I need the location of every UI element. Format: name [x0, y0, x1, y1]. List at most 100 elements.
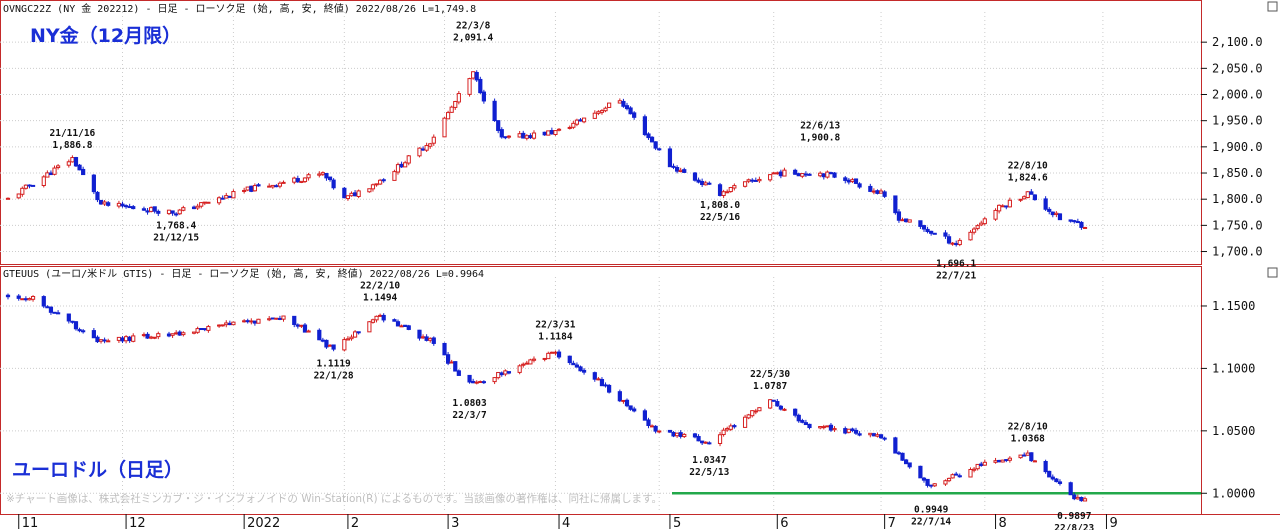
- candle-body: [882, 437, 887, 440]
- candle-body: [599, 110, 605, 113]
- annotation-label: 1.1494: [363, 293, 398, 304]
- candle-body: [750, 410, 755, 417]
- candle-body: [324, 173, 329, 179]
- candle-body: [1025, 452, 1030, 456]
- candle-body: [667, 148, 673, 168]
- candle-body: [732, 185, 737, 189]
- candle-body: [149, 336, 154, 339]
- copyright-notice: ※チャート画像は、株式会社ミンカブ・ジ・インフォノイドの Win-Station…: [6, 492, 662, 505]
- annotation-label: 1,886.8: [52, 140, 92, 151]
- candle-body: [793, 169, 798, 175]
- bottom-scroll-handle[interactable]: [1267, 267, 1278, 278]
- candle-body: [1075, 496, 1080, 500]
- x-tick-label: 8: [999, 516, 1007, 530]
- candle-body: [1025, 191, 1030, 199]
- candle-body: [406, 325, 411, 330]
- candle-body: [478, 78, 483, 94]
- candle-body: [471, 71, 476, 79]
- top-scroll-handle[interactable]: [1267, 1, 1278, 12]
- candle-body: [120, 203, 125, 207]
- x-tick-label: 9: [1109, 516, 1117, 530]
- candle-body: [345, 338, 351, 341]
- candle-body: [846, 428, 851, 433]
- candle-body: [41, 176, 46, 187]
- candle-body: [227, 195, 232, 198]
- candle-body: [782, 408, 787, 411]
- candle-body: [746, 414, 751, 419]
- candle-body: [778, 405, 783, 410]
- candle-body: [417, 147, 422, 157]
- x-axis-labels: 11 12 2022 2 3 4 5 6 7 8 9: [18, 514, 1118, 530]
- candle-body: [853, 429, 859, 434]
- candle-body: [979, 222, 984, 226]
- candle-body: [921, 477, 927, 481]
- y-tick-label: 2,050.0: [1212, 61, 1263, 75]
- candle-body: [1047, 208, 1052, 212]
- candle-body: [141, 334, 147, 337]
- candle-body: [717, 434, 723, 445]
- candle-body: [367, 321, 372, 333]
- candle-body: [946, 236, 952, 244]
- candle-body: [320, 339, 325, 342]
- candle-body: [607, 384, 612, 393]
- candle-body: [174, 213, 179, 216]
- y-tick-label: 1,700.0: [1212, 245, 1263, 259]
- candle-body: [574, 119, 580, 125]
- candle-body: [1004, 459, 1009, 462]
- candle-body: [499, 129, 504, 138]
- candle-body: [725, 191, 730, 194]
- candle-body: [48, 172, 54, 176]
- candle-body: [893, 195, 898, 214]
- annotation-label: 2,091.4: [453, 33, 493, 44]
- candle-body: [295, 178, 300, 183]
- candle-body: [249, 185, 254, 192]
- candle-body: [771, 172, 776, 175]
- candle-body: [503, 136, 508, 139]
- candle-body: [728, 187, 733, 193]
- candle-body: [696, 436, 701, 442]
- candle-body: [1075, 221, 1080, 224]
- candle-body: [946, 477, 952, 482]
- annotation-label: 22/8/10: [1008, 421, 1048, 432]
- candle-body: [1047, 470, 1052, 478]
- y-tick-label: 1,950.0: [1212, 114, 1263, 128]
- candle-body: [903, 459, 909, 465]
- annotation-label: 1.0803: [452, 398, 487, 409]
- candle-body: [903, 218, 909, 223]
- candle-body: [174, 332, 179, 335]
- candle-body: [141, 208, 147, 211]
- candle-body: [646, 419, 651, 426]
- candle-body: [295, 324, 300, 327]
- candle-body: [424, 336, 429, 341]
- gold-y-ticks: 1,700.0 1,750.0 1,800.0 1,850.0 1,900.0 1,950…: [1201, 35, 1263, 259]
- candle-body: [349, 192, 354, 197]
- candle-body: [975, 225, 980, 229]
- candle-body: [20, 187, 25, 195]
- candle-body: [796, 414, 801, 422]
- annotation-label: 21/11/16: [50, 128, 96, 139]
- candle-body: [206, 326, 211, 331]
- candle-body: [982, 461, 987, 466]
- candle-body: [256, 318, 261, 324]
- candle-body: [27, 184, 32, 187]
- candle-body: [875, 434, 880, 437]
- candle-body: [846, 179, 851, 183]
- candle-body: [496, 120, 501, 131]
- candle-body: [667, 429, 673, 433]
- candle-body: [91, 330, 96, 339]
- candle-body: [825, 425, 830, 428]
- candle-body: [850, 428, 855, 432]
- annotation-label: 22/5/30: [750, 369, 790, 380]
- x-tick-label: 6: [780, 516, 788, 530]
- candle-body: [692, 433, 698, 438]
- candle-body: [954, 473, 959, 476]
- candle-body: [456, 93, 461, 103]
- y-tick-label: 1.1000: [1212, 361, 1255, 375]
- candle-body: [900, 452, 905, 461]
- annotation-label: 1,696.1: [936, 259, 976, 270]
- candle-body: [1079, 496, 1084, 502]
- x-tick-label: 5: [673, 516, 681, 530]
- candle-body: [728, 425, 733, 430]
- candle-body: [1057, 481, 1063, 484]
- candle-body: [45, 306, 50, 309]
